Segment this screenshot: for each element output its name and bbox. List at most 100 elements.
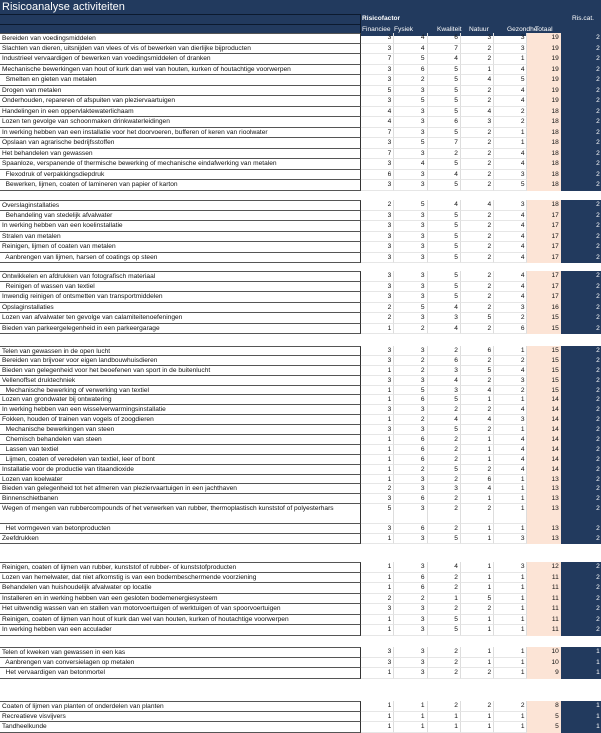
fysiek-cell[interactable]: 2 [394, 415, 428, 426]
activity-cell[interactable]: Overslaginstallaties [0, 200, 361, 211]
financieel-cell[interactable]: 1 [361, 395, 395, 406]
fysiek-cell[interactable]: 2 [394, 593, 428, 604]
activity-cell[interactable]: Mechanische bewerkingen van hout of kurk… [0, 64, 361, 75]
activity-cell[interactable]: Coaten of lijmen van planten of onderdel… [0, 701, 361, 712]
natuur-cell[interactable]: 2 [460, 375, 495, 386]
kwaliteit-cell[interactable]: 5 [427, 85, 461, 96]
financieel-cell[interactable]: 5 [361, 85, 395, 96]
kwaliteit-cell[interactable]: 5 [427, 106, 461, 117]
kwaliteit-cell[interactable]: 5 [427, 292, 461, 303]
ris-cat-cell[interactable]: 2 [560, 454, 601, 465]
totaal-cell[interactable]: 13 [527, 484, 561, 495]
totaal-cell[interactable]: 19 [527, 85, 561, 96]
natuur-cell[interactable]: 1 [460, 494, 495, 505]
financieel-cell[interactable]: 1 [361, 625, 395, 636]
totaal-cell[interactable]: 17 [527, 221, 561, 232]
financieel-cell[interactable]: 1 [361, 415, 395, 426]
fysiek-cell[interactable]: 3 [394, 127, 428, 138]
ris-cat-cell[interactable]: 2 [560, 210, 601, 221]
totaal-cell[interactable]: 19 [527, 64, 561, 75]
financieel-cell[interactable]: 3 [361, 231, 395, 242]
gezondheid-cell[interactable]: 1 [494, 54, 528, 65]
natuur-cell[interactable]: 2 [460, 252, 495, 263]
fysiek-cell[interactable]: 3 [394, 221, 428, 232]
kwaliteit-cell[interactable]: 4 [427, 169, 461, 180]
kwaliteit-cell[interactable]: 5 [427, 96, 461, 107]
gezondheid-cell[interactable]: 4 [494, 64, 528, 75]
financieel-cell[interactable]: 1 [361, 385, 395, 396]
ris-cat-cell[interactable]: 2 [560, 593, 601, 604]
totaal-cell[interactable]: 14 [527, 444, 561, 455]
activity-cell[interactable]: Behandelen van huishoudelijk afvalwater … [0, 583, 361, 594]
kwaliteit-cell[interactable]: 5 [427, 221, 461, 232]
ris-cat-cell[interactable]: 2 [560, 313, 601, 324]
totaal-cell[interactable]: 19 [527, 96, 561, 107]
ris-cat-cell[interactable]: 2 [560, 524, 601, 534]
gezondheid-cell[interactable]: 2 [494, 313, 528, 324]
kwaliteit-cell[interactable]: 6 [427, 355, 461, 366]
kwaliteit-cell[interactable]: 2 [427, 435, 461, 445]
natuur-cell[interactable]: 2 [460, 281, 495, 292]
fysiek-cell[interactable]: 3 [394, 405, 428, 416]
natuur-cell[interactable]: 1 [460, 572, 495, 583]
financieel-cell[interactable]: 2 [361, 593, 395, 604]
activity-cell[interactable]: Onderhouden, repareren of afspuiten van … [0, 96, 361, 107]
financieel-cell[interactable]: 1 [361, 444, 395, 455]
kwaliteit-cell[interactable]: 5 [427, 180, 461, 191]
activity-cell[interactable]: Zeefdrukken [0, 533, 361, 544]
natuur-cell[interactable]: 4 [460, 200, 495, 211]
fysiek-cell[interactable]: 6 [394, 64, 428, 75]
natuur-cell[interactable]: 3 [460, 33, 495, 44]
financieel-cell[interactable]: 3 [361, 252, 395, 263]
financieel-cell[interactable]: 1 [361, 562, 395, 573]
ris-cat-cell[interactable]: 2 [560, 85, 601, 96]
fysiek-cell[interactable]: 4 [394, 159, 428, 170]
gezondheid-cell[interactable]: 1 [494, 657, 528, 668]
header-label-cell[interactable] [0, 14, 361, 25]
ris-cat-cell[interactable]: 2 [560, 405, 601, 416]
totaal-cell[interactable]: 14 [527, 435, 561, 445]
activity-cell[interactable]: Bereiden van voedingsmiddelen [0, 33, 361, 44]
natuur-cell[interactable]: 1 [460, 444, 495, 455]
fysiek-cell[interactable]: 1 [394, 722, 428, 733]
fysiek-cell[interactable]: 2 [394, 323, 428, 334]
totaal-cell[interactable]: 10 [527, 647, 561, 658]
activity-cell[interactable]: Lozen van koelwater [0, 474, 361, 485]
gezondheid-cell[interactable]: 1 [494, 504, 528, 525]
kwaliteit-cell[interactable]: 2 [427, 148, 461, 159]
kwaliteit-cell[interactable]: 5 [427, 127, 461, 138]
gezondheid-cell[interactable]: 4 [494, 96, 528, 107]
gezondheid-cell[interactable]: 1 [494, 647, 528, 658]
ris-cat-cell[interactable]: 2 [560, 355, 601, 366]
totaal-cell[interactable]: 15 [527, 355, 561, 366]
totaal-cell[interactable]: 16 [527, 302, 561, 313]
ris-cat-cell[interactable]: 2 [560, 504, 601, 525]
gezondheid-cell[interactable]: 1 [494, 425, 528, 436]
gezondheid-cell[interactable]: 4 [494, 148, 528, 159]
natuur-cell[interactable]: 1 [460, 454, 495, 465]
activity-cell[interactable]: Lozen van afvalwater ten gevolge van cal… [0, 313, 361, 324]
natuur-cell[interactable]: 2 [460, 604, 495, 615]
gezondheid-cell[interactable]: 4 [494, 242, 528, 253]
fysiek-cell[interactable]: 4 [394, 43, 428, 54]
financieel-cell[interactable]: 4 [361, 106, 395, 117]
natuur-cell[interactable]: 1 [460, 583, 495, 594]
financieel-cell[interactable]: 2 [361, 200, 395, 211]
natuur-cell[interactable]: 2 [460, 210, 495, 221]
activity-cell[interactable]: In werking hebben van een koelinstallati… [0, 221, 361, 232]
fysiek-cell[interactable]: 3 [394, 614, 428, 625]
ris-cat-cell[interactable]: 1 [560, 668, 601, 679]
kwaliteit-cell[interactable]: 2 [427, 647, 461, 658]
kwaliteit-cell[interactable]: 5 [427, 614, 461, 625]
activity-cell[interactable]: Reinigen of wassen van textiel [0, 281, 361, 292]
activity-cell[interactable]: Fokken, houden of trainen van vogels of … [0, 415, 361, 426]
ris-cat-cell[interactable]: 2 [560, 43, 601, 54]
activity-cell[interactable]: Inwendig reinigen of ontsmetten van tran… [0, 292, 361, 303]
ris-cat-cell[interactable]: 1 [560, 722, 601, 733]
kwaliteit-cell[interactable]: 2 [427, 494, 461, 505]
fysiek-cell[interactable]: 3 [394, 625, 428, 636]
gezondheid-cell[interactable]: 1 [494, 625, 528, 636]
fysiek-cell[interactable]: 3 [394, 484, 428, 495]
ris-cat-cell[interactable]: 2 [560, 415, 601, 426]
natuur-cell[interactable]: 4 [460, 75, 495, 86]
